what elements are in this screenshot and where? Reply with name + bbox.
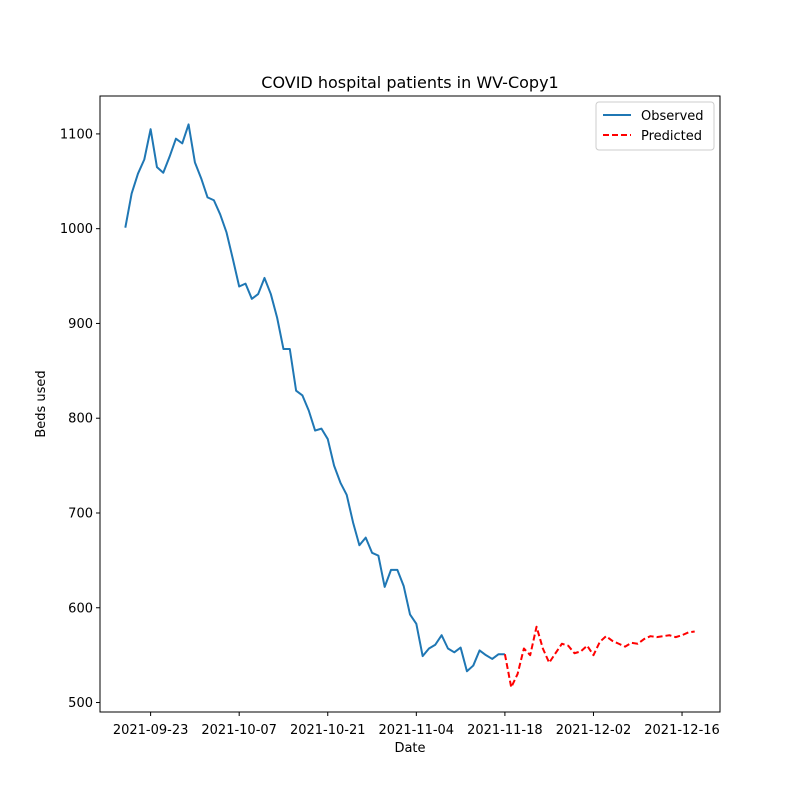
legend-label-predicted: Predicted	[641, 129, 702, 144]
y-tick-label: 900	[68, 317, 93, 332]
y-tick-label: 700	[68, 506, 93, 521]
x-axis-label: Date	[394, 741, 425, 756]
y-tick-label: 1000	[60, 222, 93, 237]
x-axis: 2021-09-23 2021-10-07 2021-10-21 2021-11-04…	[113, 712, 720, 738]
y-tick-label: 600	[68, 601, 93, 616]
x-tick-label: 2021-10-07	[201, 723, 277, 738]
series-line-observed	[124, 123, 505, 673]
series-line-predicted	[503, 625, 695, 689]
plot-frame	[99, 95, 721, 713]
x-tick-label: 2021-12-16	[644, 723, 720, 738]
y-axis-label: Beds used	[34, 370, 49, 437]
x-tick-label: 2021-09-23	[113, 723, 189, 738]
y-axis: 500 600 700 800 900 1000 1100	[60, 127, 100, 711]
y-tick-label: 1100	[60, 127, 93, 142]
x-tick-label: 2021-10-21	[290, 723, 366, 738]
x-tick-label: 2021-12-02	[556, 723, 632, 738]
y-tick-label: 800	[68, 412, 93, 427]
x-tick-label: 2021-11-04	[379, 723, 455, 738]
chart-title: COVID hospital patients in WV-Copy1	[261, 73, 558, 92]
y-tick-label: 500	[68, 696, 93, 711]
legend-label-observed: Observed	[641, 109, 704, 124]
legend: Observed Predicted	[595, 101, 715, 151]
series-layer	[124, 123, 695, 689]
x-tick-label: 2021-11-18	[467, 723, 543, 738]
